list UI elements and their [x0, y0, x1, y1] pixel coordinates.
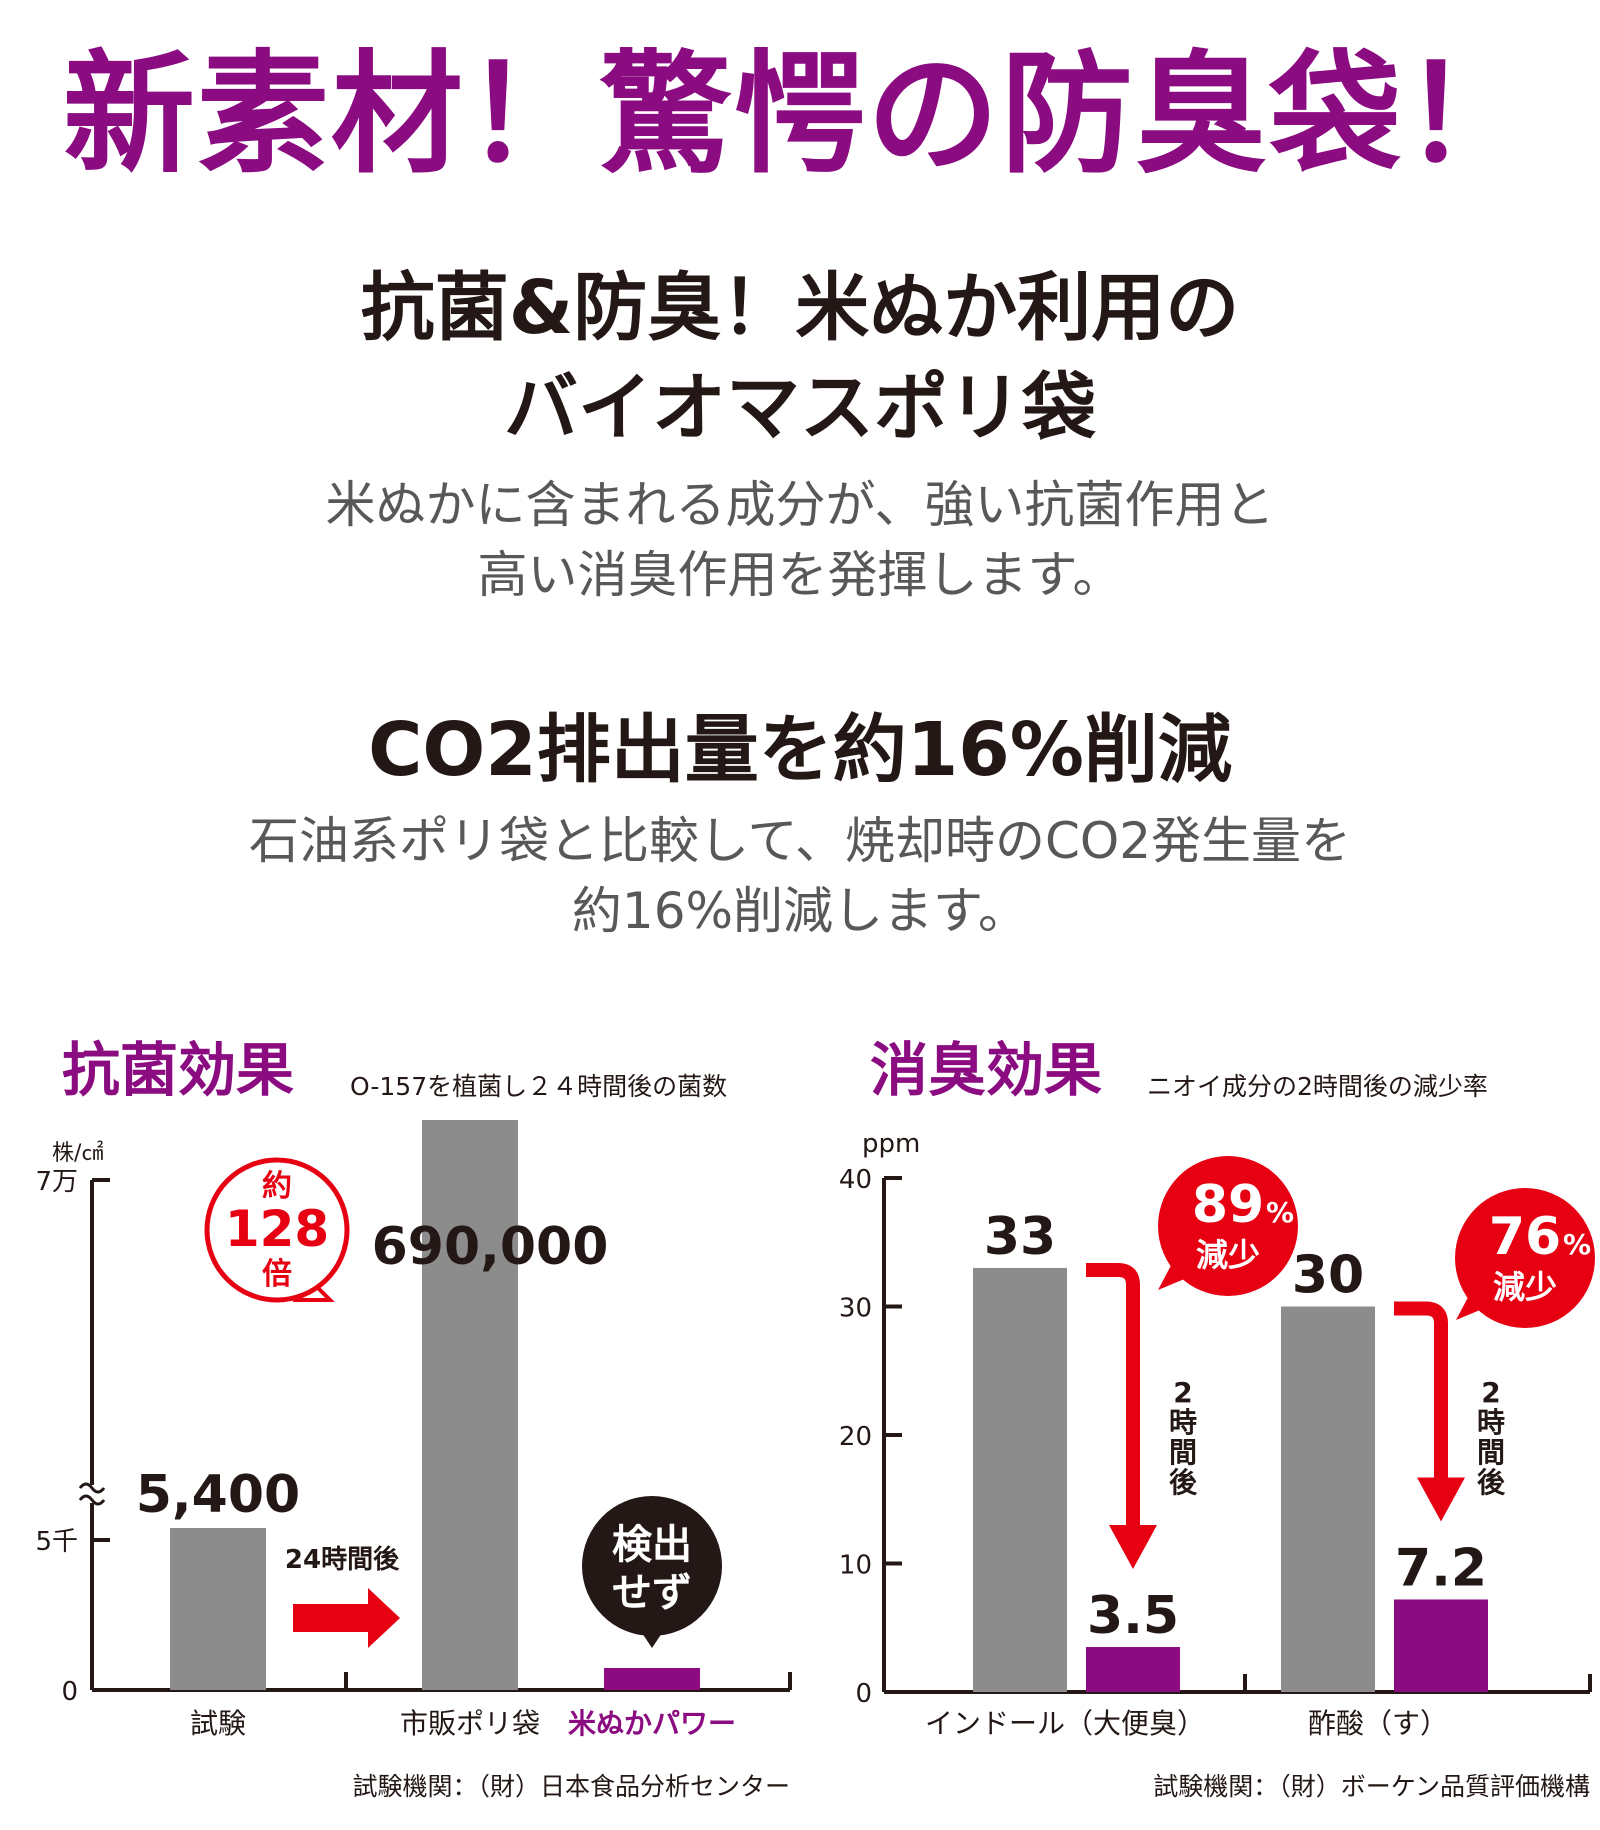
ratio-badge: [204, 1157, 350, 1303]
reduction-badge-percent: 76: [1489, 1207, 1561, 1267]
y-tick-label: 5千: [35, 1527, 78, 1557]
deodorant-chart-title: 消臭効果: [870, 1036, 1103, 1104]
arrow-label-char: 後: [1169, 1466, 1198, 1499]
down-arrow-head: [1417, 1477, 1465, 1522]
bar-2: [422, 1120, 518, 1690]
x-category-label: 市販ポリ袋: [400, 1707, 540, 1740]
down-arrow-head: [1109, 1525, 1157, 1570]
section1-body-line: 米ぬかに含まれる成分が、強い抗菌作用と: [325, 476, 1275, 534]
section1-title-line: 抗菌&防臭！米ぬか利用の: [360, 265, 1240, 351]
value-label: 5,400: [136, 1465, 300, 1525]
bar-2-1: [1281, 1306, 1375, 1692]
value-label: 7.2: [1395, 1538, 1487, 1598]
axis-break-mark: [78, 1482, 106, 1494]
y-axis-unit: ppm: [862, 1129, 920, 1159]
arrow-label-char: 2: [1173, 1376, 1192, 1409]
not-detected-text: せず: [612, 1570, 692, 1616]
reduction-badge-percent-sign: %: [1563, 1228, 1591, 1261]
y-axis-unit: 株/㎠: [52, 1140, 103, 1166]
value-label: 30: [1292, 1246, 1364, 1306]
arrow-label-char: 間: [1477, 1436, 1505, 1469]
bar-2-2: [1394, 1599, 1488, 1692]
section1-title: 抗菌&防臭！米ぬか利用の バイオマスポリ袋: [0, 258, 1600, 458]
bar-1-2: [1086, 1647, 1180, 1692]
y-tick-label: 10: [839, 1551, 872, 1581]
right-arrow-icon: [293, 1588, 400, 1648]
ratio-badge-text: 倍: [262, 1257, 292, 1292]
ratio-badge-text: 約: [262, 1169, 292, 1204]
section2-body: 石油系ポリ袋と比較して、焼却時のCO2発生量を 約16%削減します。: [0, 806, 1600, 946]
section2-title: CO2排出量を約16%削減: [368, 707, 1232, 793]
down-arrow-icon: [1394, 1301, 1448, 1482]
y-tick-label: 7万: [35, 1167, 78, 1197]
arrow-label: 24時間後: [285, 1544, 400, 1575]
not-detected-text: 検出: [612, 1522, 692, 1568]
y-tick-label: 30: [839, 1294, 872, 1324]
deodorant-chart-subtitle: ニオイ成分の2時間後の減少率: [1147, 1072, 1488, 1101]
arrow-label-char: 2: [1481, 1376, 1500, 1409]
y-tick-label: 20: [839, 1422, 872, 1452]
x-category-label: インドール（大便臭）: [925, 1707, 1205, 1740]
bar-3: [604, 1668, 700, 1690]
antibacterial-chart-title: 抗菌効果: [62, 1036, 295, 1104]
antibacterial-chart-subtitle: O-157を植菌し２４時間後の菌数: [350, 1072, 728, 1101]
not-detected-badge: [582, 1496, 722, 1636]
reduction-badge: [1455, 1188, 1595, 1328]
headline: 新素材！驚愕の防臭袋！: [63, 38, 1537, 192]
x-category-label: 酢酸（す）: [1308, 1707, 1448, 1740]
value-label: 33: [984, 1207, 1056, 1267]
value-label: 690,000: [372, 1217, 609, 1277]
arrow-label-char: 時: [1477, 1406, 1505, 1439]
reduction-badge-percent: 89: [1192, 1175, 1264, 1235]
reduction-badge: [1158, 1156, 1298, 1296]
down-arrow-icon: [1086, 1262, 1140, 1530]
reduction-badge-text: 減少: [1196, 1236, 1260, 1274]
x-category-label: 試験: [190, 1707, 246, 1740]
x-category-label: 米ぬかパワー: [568, 1707, 736, 1740]
y-tick-label: 0: [855, 1679, 872, 1709]
source-note: 試験機関：（財）日本食品分析センター: [352, 1772, 790, 1800]
section1-title-line: バイオマスポリ袋: [504, 365, 1096, 451]
bar-1: [170, 1528, 266, 1690]
section1-body: 米ぬかに含まれる成分が、強い抗菌作用と 高い消臭作用を発揮します。: [0, 470, 1600, 610]
section1-body-line: 高い消臭作用を発揮します。: [477, 546, 1123, 604]
reduction-badge-text: 減少: [1493, 1268, 1557, 1306]
section2-body-line: 石油系ポリ袋と比較して、焼却時のCO2発生量を: [248, 812, 1352, 870]
y-tick-label: 40: [839, 1165, 872, 1195]
source-note: 試験機関：（財）ボーケン品質評価機構: [1153, 1772, 1590, 1800]
axis-break-mark: [78, 1494, 106, 1506]
ratio-badge-number: 128: [225, 1200, 329, 1258]
arrow-label-char: 間: [1169, 1436, 1197, 1469]
section2-body-line: 約16%削減します。: [571, 882, 1029, 940]
arrow-label-char: 後: [1477, 1466, 1506, 1499]
bar-1-1: [973, 1267, 1067, 1692]
reduction-badge-percent-sign: %: [1266, 1196, 1294, 1229]
value-label: 3.5: [1087, 1586, 1179, 1646]
arrow-label-char: 時: [1169, 1406, 1197, 1439]
y-tick-label: 0: [61, 1677, 78, 1707]
